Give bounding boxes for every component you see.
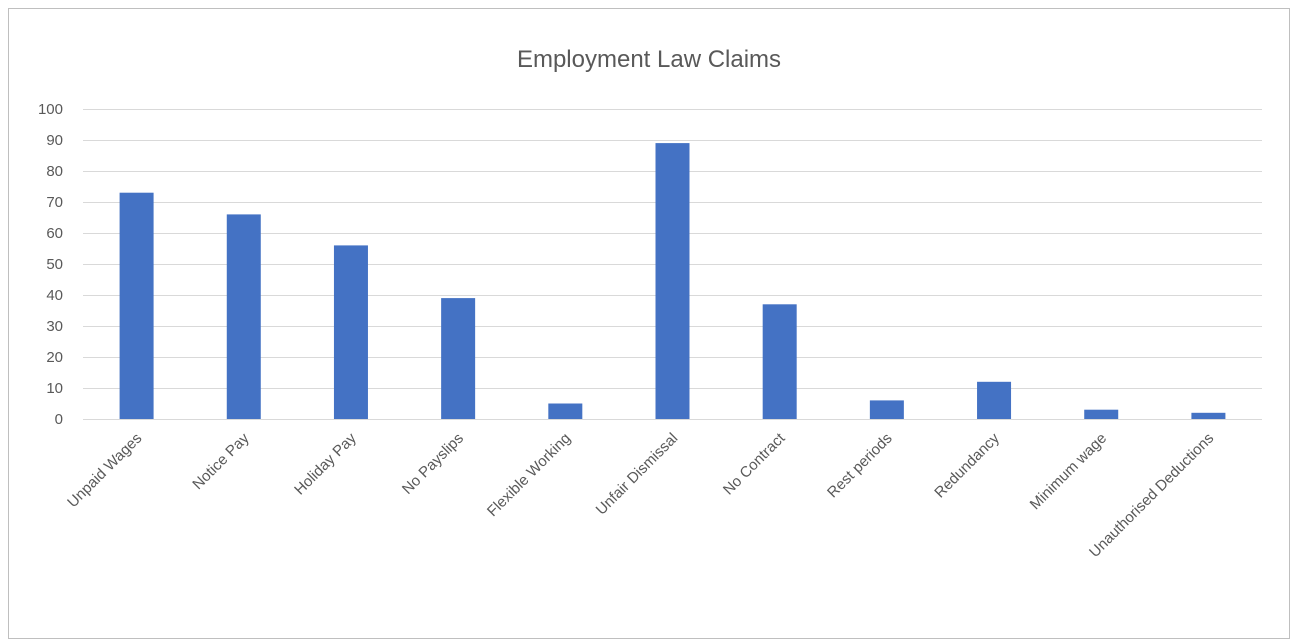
y-tick-label: 40 (46, 287, 63, 304)
y-tick-label: 90 (46, 132, 63, 149)
y-tick-label: 20 (46, 349, 63, 366)
y-tick-label: 60 (46, 225, 63, 242)
y-tick-label: 30 (46, 318, 63, 335)
x-category-label: Flexible Working (484, 430, 574, 520)
bar (762, 304, 797, 419)
x-category-label: Unauthorised Deductions (1086, 430, 1217, 561)
bar (1084, 409, 1119, 419)
x-category-label: Notice Pay (189, 429, 253, 493)
x-category-label: Unfair Dismissal (593, 430, 682, 519)
y-tick-label: 0 (55, 411, 63, 428)
chart-title: Employment Law Claims (517, 46, 781, 73)
x-category-label: Minimum wage (1027, 430, 1110, 513)
y-axis-ticks: 0 10 20 30 40 50 60 70 80 90 100 (38, 101, 63, 428)
bar (333, 245, 368, 419)
y-tick-label: 80 (46, 163, 63, 180)
x-category-label: Rest periods (824, 430, 896, 502)
y-tick-label: 100 (38, 101, 63, 118)
chart-frame (8, 8, 1290, 639)
bar (655, 143, 690, 419)
y-tick-label: 10 (46, 380, 63, 397)
bars (119, 143, 1226, 419)
x-category-label: Holiday Pay (291, 429, 360, 498)
bar (548, 403, 583, 419)
bar (869, 400, 904, 419)
bar (1191, 412, 1226, 419)
bar (226, 214, 261, 419)
x-category-label: Redundancy (931, 429, 1003, 501)
x-axis-labels: Unpaid Wages Notice Pay Holiday Pay No Pays… (64, 429, 1217, 561)
bar (977, 381, 1012, 419)
y-tick-label: 70 (46, 194, 63, 211)
x-category-label: Unpaid Wages (64, 430, 145, 511)
x-category-label: No Contract (720, 429, 789, 498)
y-tick-label: 50 (46, 256, 63, 273)
bar (119, 192, 154, 419)
x-category-label: No Payslips (399, 430, 467, 498)
bar (441, 298, 476, 419)
